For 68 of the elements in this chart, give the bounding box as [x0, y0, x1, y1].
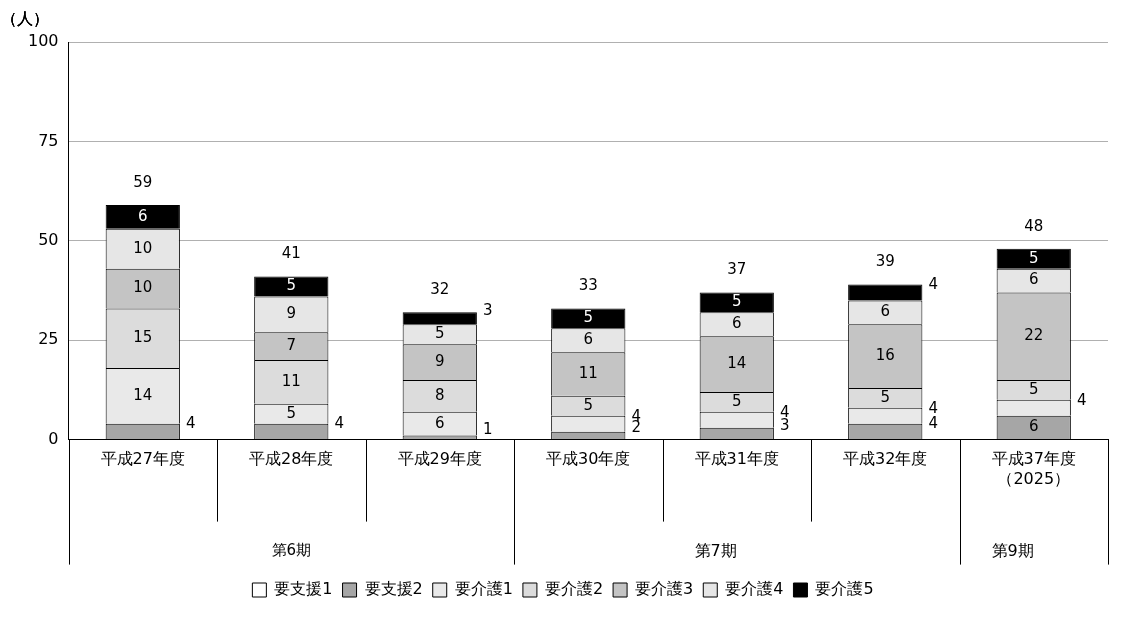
data-label: 16: [875, 345, 895, 364]
data-label: 6: [583, 330, 594, 349]
x-tick-label: 平成27年度: [100, 449, 185, 469]
legend-label: 要介護2: [544, 579, 604, 599]
legend-label: 要介護4: [725, 579, 784, 599]
legend-label: 要支援2: [364, 579, 423, 599]
data-label: 14: [133, 385, 153, 404]
data-label: 5: [1028, 379, 1039, 398]
total-label: 48: [1024, 216, 1044, 235]
data-label: 5: [583, 395, 594, 414]
text: 第6期: [271, 541, 312, 560]
legend-label: 要介護3: [635, 579, 694, 599]
data-label: 9: [435, 351, 445, 370]
data-label: 5: [731, 391, 742, 410]
y-tick-label: 0: [48, 428, 59, 448]
y-tick-label: 25: [38, 329, 59, 349]
data-label: 5: [731, 292, 742, 311]
text: 第9期: [991, 540, 1034, 560]
x-tick-label: 平成30年度: [546, 449, 631, 469]
data-label: 6: [880, 302, 891, 321]
data-label: 3: [482, 301, 493, 320]
data-label: 10: [133, 238, 153, 257]
data-label: 4: [928, 398, 938, 417]
data-label: 4: [928, 414, 938, 433]
x-tick-label: 平成28年度: [249, 449, 334, 469]
legend-label: 要支援1: [274, 579, 333, 599]
data-label: 9: [286, 304, 297, 323]
data-label: 6: [731, 314, 742, 333]
data-label: 10: [133, 278, 153, 297]
data-label: 7: [286, 336, 297, 355]
data-label: 5: [286, 403, 297, 422]
data-label: 14: [727, 353, 747, 372]
data-label: 4: [334, 414, 344, 433]
total-label: 39: [875, 252, 895, 271]
y-tick-label: 75: [38, 130, 59, 150]
x-tick-label: 平成37年度（2025）: [991, 449, 1076, 488]
x-tick-label: 平成32年度: [843, 449, 928, 469]
data-label: 1: [482, 420, 493, 439]
total-label: 59: [133, 172, 153, 191]
data-label: 5: [435, 324, 445, 343]
data-label: 6: [138, 206, 148, 225]
data-label: 15: [133, 328, 153, 347]
data-label: 5: [583, 308, 594, 327]
data-label: 4: [185, 414, 196, 433]
data-label: 4: [1076, 390, 1087, 409]
legend-label: 要介護5: [815, 579, 874, 599]
data-label: 11: [578, 363, 598, 382]
data-label: 6: [1028, 270, 1039, 289]
total-label: 33: [578, 276, 598, 295]
text: 第7期: [694, 540, 737, 560]
x-tick-label: 平成31年度: [694, 449, 779, 469]
x-tick-label: 平成29年度: [397, 449, 482, 469]
data-label: 22: [1024, 326, 1044, 345]
y-axis-title: （人）: [0, 9, 49, 29]
data-label: 6: [1028, 417, 1039, 436]
data-label: 4: [928, 275, 938, 294]
total-label: 32: [430, 280, 450, 299]
total-label: 37: [727, 260, 747, 279]
data-label: 5: [1028, 248, 1039, 267]
data-label: 6: [435, 413, 445, 432]
data-label: 5: [880, 387, 891, 406]
legend-label: 要介護1: [454, 579, 513, 599]
y-tick-label: 100: [27, 31, 59, 51]
y-tick-label: 50: [38, 229, 59, 249]
data-label: 8: [435, 385, 445, 404]
data-label: 11: [281, 371, 301, 390]
total-label: 41: [281, 244, 301, 263]
data-label: 5: [286, 276, 297, 295]
